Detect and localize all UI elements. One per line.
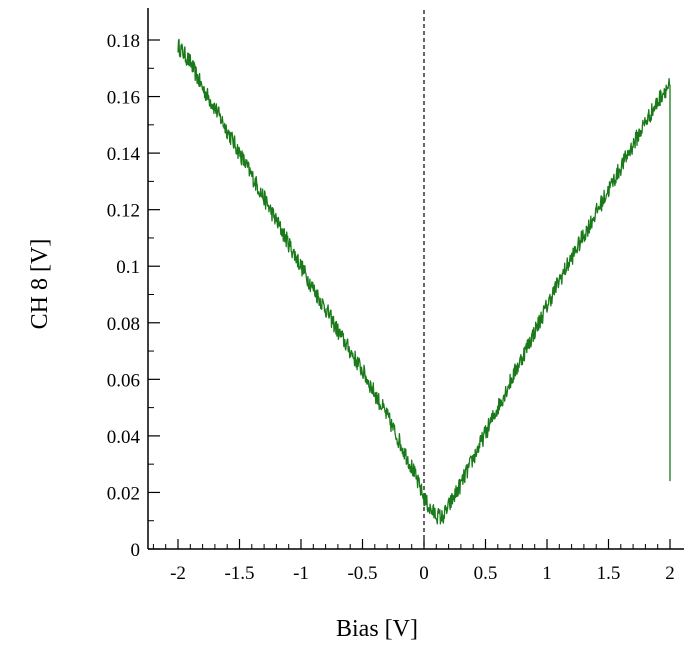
x-tick-label: -2 xyxy=(170,563,186,584)
x-tick-label: 1 xyxy=(542,563,552,584)
x-tick-label: 0 xyxy=(419,563,429,584)
y-tick-label: 0.04 xyxy=(107,427,141,448)
x-axis-title: Bias [V] xyxy=(336,616,418,642)
series-line xyxy=(177,38,671,525)
x-tick-label: -0.5 xyxy=(347,563,377,584)
y-tick-label: 0.18 xyxy=(107,31,140,52)
x-tick-label: -1 xyxy=(293,563,309,584)
x-tick-label: 0.5 xyxy=(474,563,498,584)
y-tick-label: 0.12 xyxy=(107,201,140,222)
x-ticks: -2 -1.5 -1 -0.5 0 0.5 1 1.5 2 xyxy=(152,539,675,584)
y-ticks: 0 0.02 0.04 0.06 0.08 0.1 0.12 0.14 0.16 0.18 xyxy=(107,31,160,561)
y-tick-label: 0.06 xyxy=(107,370,140,391)
y-axis-title: CH 8 [V] xyxy=(27,239,53,330)
x-tick-label: -1.5 xyxy=(224,563,254,584)
series-group xyxy=(177,38,671,525)
axes xyxy=(147,8,684,550)
y-tick-label: 0.14 xyxy=(107,144,141,165)
y-tick-label: 0 xyxy=(131,540,141,561)
y-tick-label: 0.02 xyxy=(107,483,140,504)
x-tick-label: 1.5 xyxy=(597,563,621,584)
y-tick-label: 0.08 xyxy=(107,314,140,335)
y-tick-label: 0.1 xyxy=(116,257,140,278)
y-tick-label: 0.16 xyxy=(107,88,140,109)
x-tick-label: 2 xyxy=(665,563,675,584)
